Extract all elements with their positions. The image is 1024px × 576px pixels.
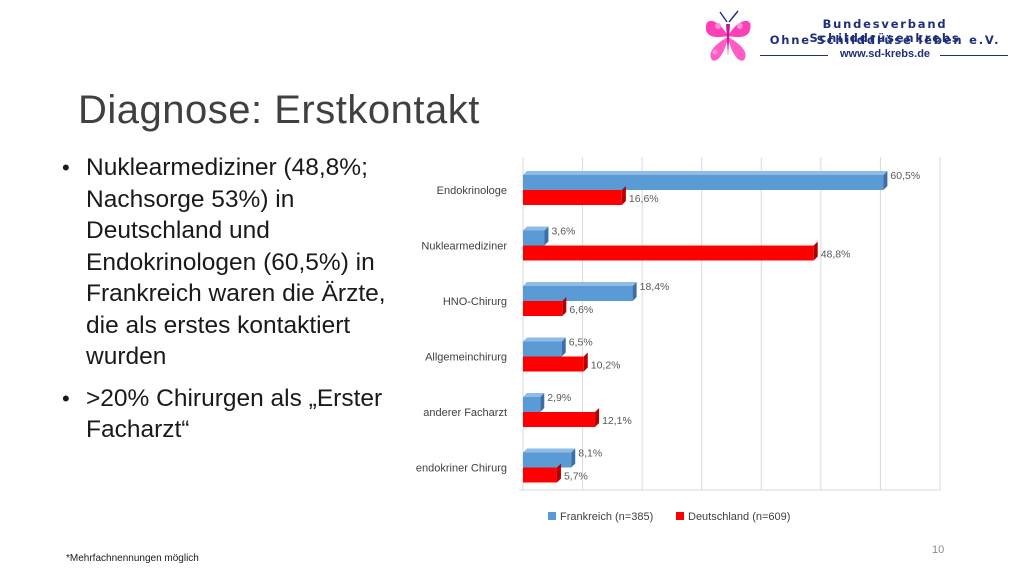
bar-top xyxy=(523,393,545,397)
bullet-list: • Nuklearmediziner (48,8%; Nachsorge 53%… xyxy=(60,152,400,456)
bar-side xyxy=(595,408,600,427)
bar-top xyxy=(523,282,637,286)
bullet-text: >20% Chirurgen als „Erster Facharzt“ xyxy=(86,384,383,444)
data-label: 2,9% xyxy=(547,392,571,404)
category-label: endokriner Chirurg xyxy=(416,463,507,475)
bar xyxy=(523,190,622,205)
bar-top xyxy=(523,226,549,231)
bar xyxy=(523,175,884,190)
org-logo: Bundesverband Schilddrüsenkrebs Ohne Sch… xyxy=(700,8,1010,64)
bar-top xyxy=(523,448,576,453)
bar xyxy=(523,356,584,372)
bar xyxy=(523,286,633,301)
butterfly-logo-icon xyxy=(705,10,751,61)
bar xyxy=(523,301,563,316)
page-title: Diagnose: Erstkontakt xyxy=(78,88,480,132)
bar-top xyxy=(523,337,566,342)
bar xyxy=(523,397,541,412)
bar-side xyxy=(556,463,561,483)
bar-side xyxy=(621,186,626,205)
data-label: 10,2% xyxy=(591,360,621,372)
category-label: Nuklearmediziner xyxy=(421,241,507,253)
data-label: 8,1% xyxy=(578,448,602,460)
data-label: 48,8% xyxy=(821,249,851,261)
org-url[interactable]: www.sd-krebs.de xyxy=(839,48,931,60)
data-label: 6,6% xyxy=(569,304,593,316)
bar-side xyxy=(571,448,576,468)
org-rule-left xyxy=(760,55,828,56)
page-number: 10 xyxy=(932,544,945,556)
bar xyxy=(523,245,814,261)
bar-side xyxy=(583,352,588,372)
org-rule-right xyxy=(940,55,1008,56)
bullet-icon: • xyxy=(62,155,70,180)
bar-side xyxy=(544,226,549,246)
data-label: 60,5% xyxy=(890,170,920,182)
data-label: 12,1% xyxy=(602,415,632,427)
bullet-text: Nuklearmediziner (48,8%; Nachsorge 53%) … xyxy=(86,154,386,370)
category-label: HNO-Chirurg xyxy=(443,296,507,308)
org-subtitle: Ohne Schilddrüse leben e.V. xyxy=(769,33,1001,47)
bar-top xyxy=(523,171,888,175)
bullet-item: • >20% Chirurgen als „Erster Facharzt“ xyxy=(60,383,400,446)
category-label: Allgemeinchirurg xyxy=(425,352,507,364)
category-label: anderer Facharzt xyxy=(423,407,507,419)
bullet-item: • Nuklearmediziner (48,8%; Nachsorge 53%… xyxy=(60,152,400,373)
data-label: 6,5% xyxy=(569,337,593,349)
data-label: 16,6% xyxy=(629,193,659,205)
bar-side xyxy=(540,393,545,412)
bullet-icon: • xyxy=(62,385,70,411)
bar xyxy=(523,230,545,246)
footnote: *Mehrfachnennungen möglich xyxy=(66,553,199,564)
bar xyxy=(523,412,596,427)
bar-side xyxy=(813,241,818,261)
category-label: Endokrinologe xyxy=(437,185,507,197)
bar-side xyxy=(562,297,567,316)
bar xyxy=(523,341,562,357)
data-label: 18,4% xyxy=(640,281,670,293)
legend-label: Frankreich (n=385) xyxy=(560,511,653,523)
bar-side xyxy=(561,337,566,357)
legend-swatch xyxy=(548,512,556,520)
org-name: Bundesverband Schilddrüsenkrebs xyxy=(809,17,961,45)
org-url-row: www.sd-krebs.de xyxy=(760,48,1010,62)
bar-side xyxy=(632,282,637,301)
bar-side xyxy=(883,171,888,190)
data-label: 3,6% xyxy=(551,226,575,238)
legend-label: Deutschland (n=609) xyxy=(688,511,790,523)
legend-swatch xyxy=(676,512,684,520)
bar xyxy=(523,452,572,468)
data-label: 5,7% xyxy=(564,471,588,483)
bar-chart: Endokrinologe 60,5% 16,6% Nuklearmediziner 3… xyxy=(416,157,941,523)
bar xyxy=(523,467,557,483)
